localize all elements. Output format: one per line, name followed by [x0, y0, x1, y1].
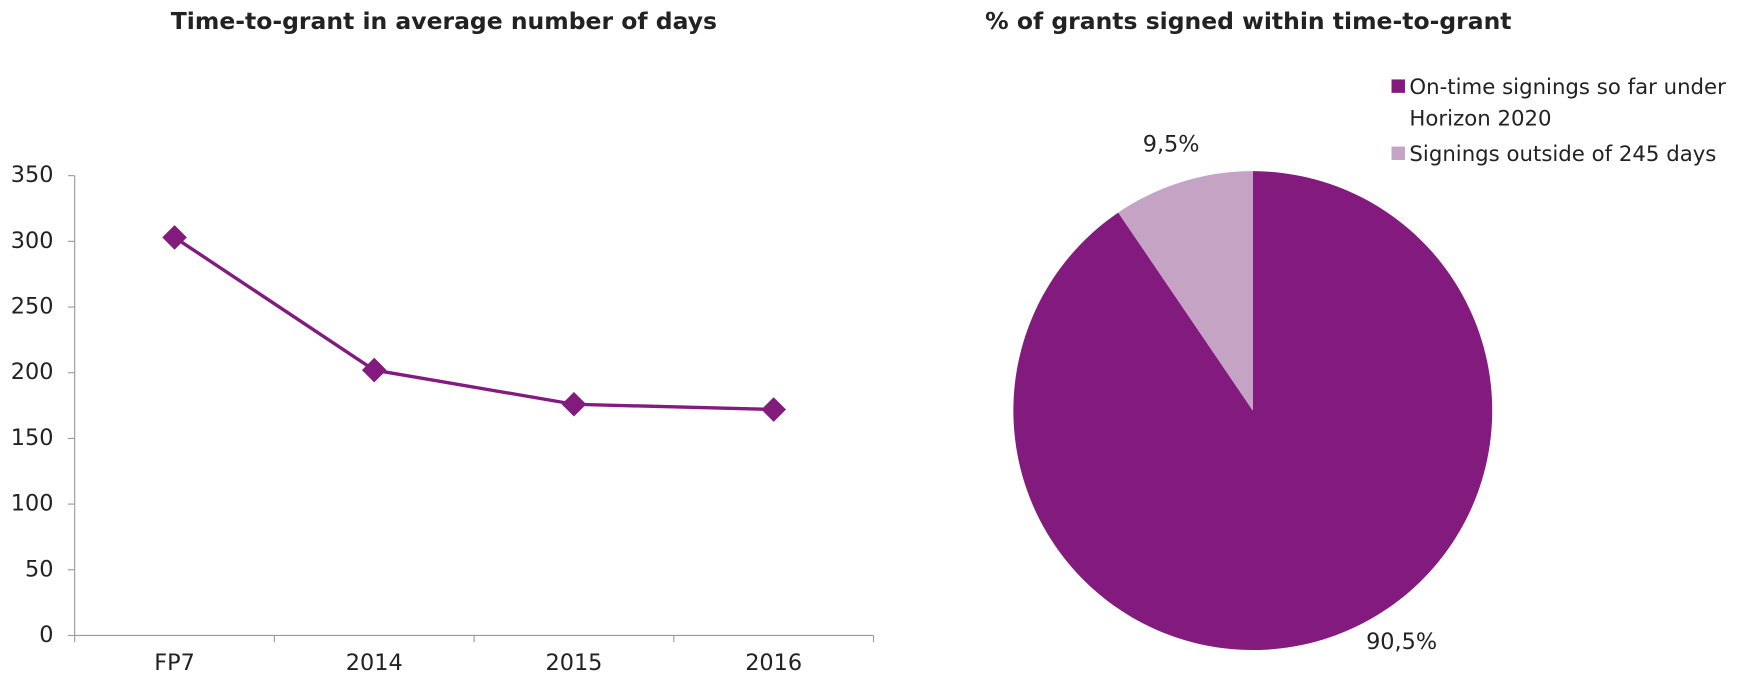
y-tick-label: 0	[39, 622, 53, 648]
legend-item: On-time signings so far under Horizon 20…	[1409, 74, 1726, 131]
x-tick-label: 2016	[745, 650, 802, 676]
x-tick-label: FP7	[154, 650, 195, 676]
y-tick-label: 300	[11, 228, 54, 254]
data-label: 9,5%	[1143, 132, 1200, 158]
legend-label: On-time signings so far under Horizon 20…	[1409, 74, 1726, 131]
legend-swatch	[1391, 146, 1405, 160]
marker	[361, 357, 387, 383]
marker	[162, 225, 187, 250]
legend-swatch	[1391, 79, 1405, 93]
y-tick-label: 150	[11, 425, 54, 451]
pie-chart-title: % of grants signed within time-to-grant	[985, 7, 1511, 35]
x-tick-label: 2014	[346, 650, 403, 676]
marker	[561, 391, 587, 417]
line	[173, 236, 774, 412]
data-label: 90,5%	[1366, 629, 1437, 655]
marker	[761, 397, 786, 422]
pie-slice	[1118, 171, 1253, 411]
legend-item: Signings outside of 245 days	[1409, 142, 1717, 167]
legend-label: Signings outside of 245 days	[1409, 142, 1717, 167]
x-tick-label: 2015	[546, 650, 603, 676]
y-tick-label: 250	[11, 294, 54, 320]
y-tick-label: 100	[11, 491, 54, 517]
line-chart-title: Time-to-grant in average number of days	[171, 7, 717, 35]
y-tick-label: 200	[11, 359, 54, 385]
y-tick-label: 350	[11, 162, 54, 188]
y-tick-label: 50	[25, 556, 53, 582]
